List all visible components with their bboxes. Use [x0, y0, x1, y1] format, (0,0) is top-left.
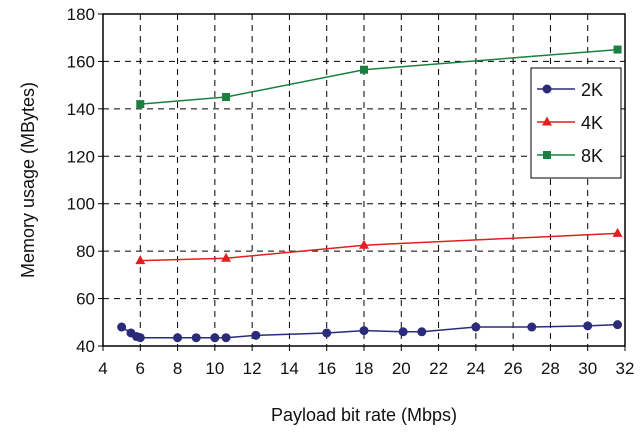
- data-point: [359, 326, 369, 336]
- x-tick-label: 24: [466, 359, 485, 378]
- legend-marker: [542, 84, 552, 94]
- y-tick-label: 160: [67, 52, 95, 71]
- x-tick-label: 10: [205, 359, 224, 378]
- y-tick-label: 120: [67, 147, 95, 166]
- x-tick-label: 16: [317, 359, 336, 378]
- legend-label: 4K: [581, 113, 603, 133]
- series-2k: [117, 320, 623, 343]
- y-tick-label: 100: [67, 195, 95, 214]
- legend-item-2k: 2K: [537, 80, 603, 100]
- y-tick-label: 40: [76, 337, 95, 356]
- data-point: [135, 333, 145, 343]
- data-point: [191, 333, 201, 343]
- y-tick-label: 60: [76, 290, 95, 309]
- axes: 4 6 8 10 12 14 16 18 20 22 24 26 28 30 32 40 60 80 100 120 1…: [67, 5, 635, 378]
- data-point: [417, 327, 427, 337]
- y-axis-title: Memory usage (MBytes): [18, 82, 38, 278]
- data-point: [583, 321, 593, 331]
- legend-marker: [543, 151, 551, 159]
- data-point: [360, 65, 368, 74]
- x-tick-label: 28: [541, 359, 560, 378]
- y-tick-label: 140: [67, 100, 95, 119]
- data-point: [471, 322, 481, 332]
- y-tick-label: 180: [67, 5, 95, 24]
- x-tick-label: 14: [280, 359, 299, 378]
- data-point: [527, 322, 537, 332]
- data-point: [221, 333, 231, 343]
- x-tick-label: 8: [173, 359, 182, 378]
- x-axis-title: Payload bit rate (Mbps): [271, 405, 457, 425]
- data-point: [613, 320, 623, 330]
- x-tick-label: 32: [616, 359, 635, 378]
- data-point: [221, 252, 232, 262]
- x-tick-label: 26: [504, 359, 523, 378]
- data-point: [135, 255, 146, 265]
- data-point: [613, 45, 622, 54]
- x-tick-label: 20: [392, 359, 411, 378]
- series-line: [140, 48, 618, 105]
- data-point: [222, 93, 231, 101]
- legend-label: 2K: [581, 80, 603, 100]
- data-point: [251, 330, 261, 340]
- y-tick-label: 80: [76, 242, 95, 261]
- legend-label: 8K: [581, 146, 603, 166]
- legend-item-8k: 8K: [537, 146, 603, 166]
- data-point: [398, 327, 408, 337]
- data-point: [210, 333, 220, 343]
- legend: 2K 4K 8K: [530, 67, 622, 179]
- series-8k: [136, 45, 622, 109]
- x-tick-label: 6: [136, 359, 145, 378]
- data-point: [359, 239, 369, 249]
- series-4k: [135, 227, 623, 265]
- x-tick-label: 4: [98, 359, 107, 378]
- x-tick-label: 22: [429, 359, 448, 378]
- x-tick-label: 30: [578, 359, 597, 378]
- series-line: [140, 232, 618, 262]
- series-layer: [117, 45, 623, 343]
- x-tick-label: 12: [243, 359, 262, 378]
- data-point: [612, 227, 623, 237]
- data-point: [173, 333, 183, 343]
- legend-marker: [542, 116, 552, 126]
- data-point: [117, 322, 127, 332]
- data-point: [322, 328, 332, 338]
- grid: [103, 14, 625, 346]
- data-point: [136, 100, 145, 109]
- x-tick-label: 18: [355, 359, 374, 378]
- legend-item-4k: 4K: [537, 113, 603, 133]
